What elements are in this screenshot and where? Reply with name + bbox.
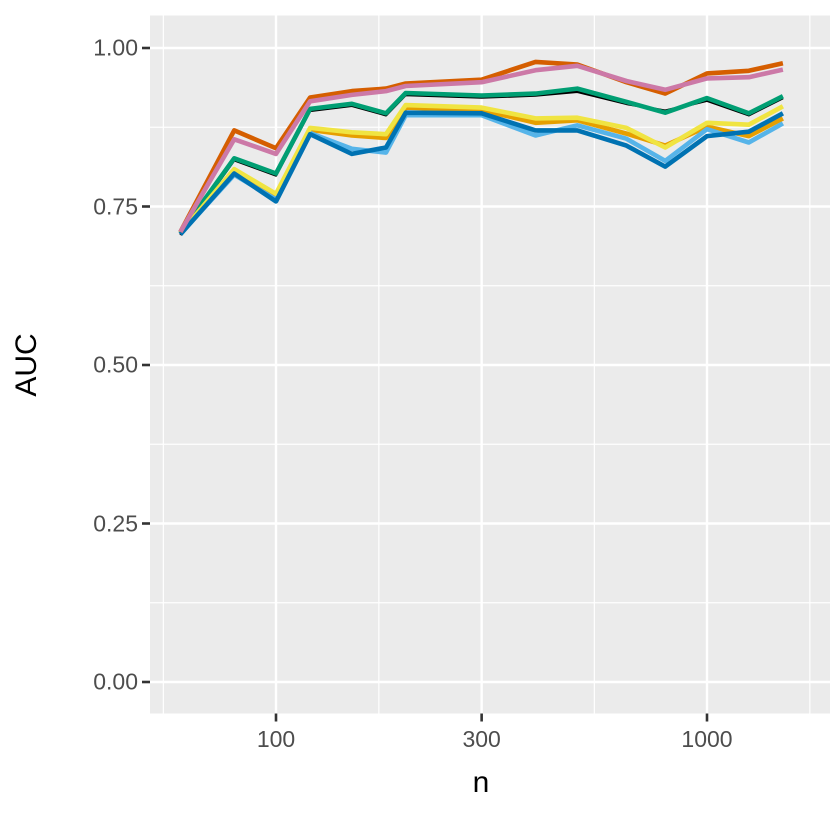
x-tick-label: 100 xyxy=(256,726,296,752)
y-tick-label: 0.00 xyxy=(93,668,138,695)
y-axis-title: AUC xyxy=(10,333,43,397)
series-line-bluish-green xyxy=(178,86,784,235)
series-line-yellow xyxy=(178,102,784,235)
y-tick-label: 0.50 xyxy=(93,351,138,378)
series-line-reddish-purple xyxy=(178,63,784,234)
x-tick-label: 1000 xyxy=(681,726,733,752)
x-tick-label: 300 xyxy=(462,726,501,752)
y-tick-label: 1.00 xyxy=(93,34,138,61)
series-lines xyxy=(178,59,785,236)
y-tick-label: 0.25 xyxy=(93,510,138,536)
axis-tick-marks xyxy=(142,46,709,722)
y-tick-label: 0.75 xyxy=(93,193,138,219)
series-line-blue xyxy=(178,110,784,236)
x-axis-title: n xyxy=(472,766,490,799)
